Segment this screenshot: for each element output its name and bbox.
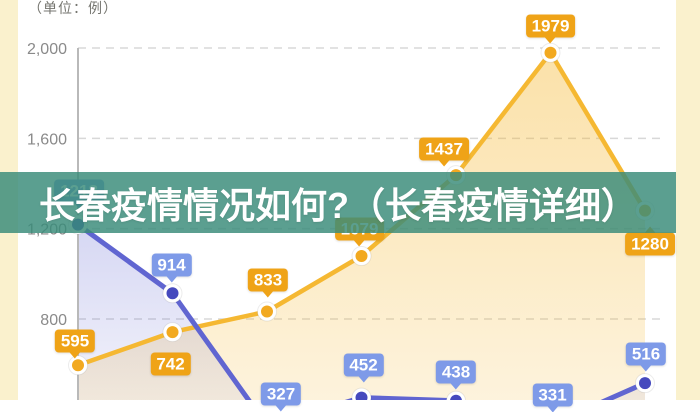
yellow-series-value-label: 1280	[625, 232, 675, 256]
data-point	[450, 394, 462, 400]
yellow-series-value-label: 833	[247, 268, 289, 292]
value-label-text: 1280	[631, 234, 669, 254]
value-label-text: 1437	[425, 139, 463, 159]
series-areas	[78, 52, 645, 400]
y-tick-label: 800	[40, 312, 67, 329]
blue-series-area	[78, 224, 645, 400]
blue-series-value-label: 331	[532, 383, 573, 407]
yellow-series-value-label: 1979	[525, 14, 576, 38]
data-point	[355, 391, 368, 400]
value-label-text: 742	[156, 354, 185, 374]
data-point	[261, 305, 273, 318]
yellow-series-value-label: 595	[54, 329, 96, 353]
yellow-series-area	[78, 52, 645, 400]
data-point	[544, 46, 557, 59]
y-tick-label: 2,000	[27, 41, 67, 58]
value-label-text: 833	[253, 270, 283, 290]
unit-label: （单位：例）	[28, 0, 118, 16]
data-point	[166, 326, 179, 339]
data-point	[72, 359, 84, 372]
blue-series-value-label: 327	[260, 382, 302, 406]
title-banner: 长春疫情情况如何?（长春疫情详细）	[0, 172, 676, 233]
value-label-text: 438	[441, 362, 471, 382]
y-tick-label: 1,600	[27, 131, 67, 148]
value-label-text: 327	[266, 384, 296, 404]
value-label-text: 1979	[531, 16, 570, 36]
value-label-text: 914	[157, 255, 186, 275]
yellow-series-value-label: 742	[150, 352, 191, 376]
data-point	[355, 249, 368, 262]
value-label-text: 331	[538, 385, 567, 405]
blue-series-value-label: 452	[343, 353, 384, 377]
blue-series-value-label: 914	[151, 253, 192, 277]
data-point	[639, 377, 651, 390]
value-label-text: 516	[631, 344, 661, 364]
blue-series-value-label: 438	[435, 360, 477, 384]
value-label-text: 595	[60, 331, 90, 351]
page-background-strip-right	[676, 0, 700, 400]
data-point	[166, 287, 179, 300]
yellow-series-value-label: 1437	[419, 137, 469, 161]
blue-series-value-label: 516	[625, 342, 667, 366]
value-label-text: 452	[349, 355, 378, 375]
banner-title: 长春疫情情况如何?（长春疫情详细）	[39, 184, 637, 226]
